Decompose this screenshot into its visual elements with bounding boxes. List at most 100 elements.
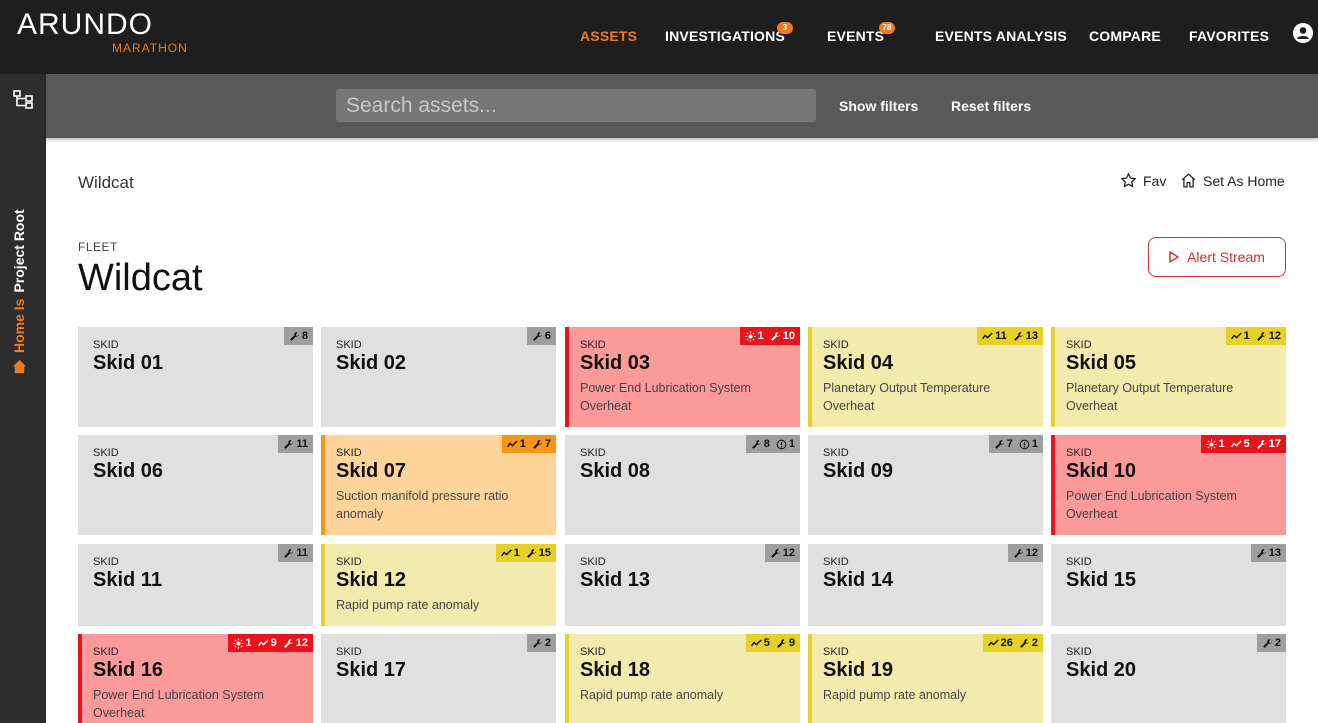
nav-events-analysis-label: EVENTS ANALYSIS xyxy=(935,28,1067,44)
skid-alert-description: Rapid pump rate anomaly xyxy=(823,688,967,702)
sun-icon xyxy=(1205,438,1217,450)
skid-card[interactable]: SKID Skid 09 7 1 xyxy=(808,435,1043,535)
wrench-count-badge: 2 xyxy=(1262,637,1281,649)
skid-card[interactable]: SKID Skid 14 12 xyxy=(808,544,1043,626)
hierarchy-tree-icon[interactable] xyxy=(13,90,34,109)
nav-assets[interactable]: ASSETS xyxy=(580,28,637,46)
search-assets-input[interactable] xyxy=(336,89,816,122)
skid-card[interactable]: SKID Skid 16 Power End Lubrication System … xyxy=(78,634,313,723)
nav-compare[interactable]: COMPARE xyxy=(1089,28,1161,46)
skid-status-badges[interactable]: 11 13 xyxy=(977,327,1043,345)
badge-count: 2 xyxy=(1031,637,1038,649)
skid-card[interactable]: SKID Skid 19 Rapid pump rate anomaly 26 2 xyxy=(808,634,1043,723)
skid-status-badges[interactable]: 1 5 17 xyxy=(1200,435,1286,453)
skid-card[interactable]: SKID Skid 15 13 xyxy=(1051,544,1286,626)
alert-stream-button[interactable]: Alert Stream xyxy=(1148,237,1286,277)
skid-card[interactable]: SKID Skid 01 8 xyxy=(78,327,313,427)
skid-card[interactable]: SKID Skid 13 12 xyxy=(565,544,800,626)
skid-card[interactable]: SKID Skid 05 Planetary Output Temperature … xyxy=(1051,327,1286,427)
badge-count: 13 xyxy=(1025,330,1038,342)
skid-status-badges[interactable]: 12 xyxy=(1007,544,1043,562)
skid-status-badges[interactable]: 1 9 12 xyxy=(227,634,313,652)
skid-status-badges[interactable]: 1 15 xyxy=(495,544,556,562)
trend-count-badge: 1 xyxy=(506,438,526,450)
skid-status-badges[interactable]: 6 xyxy=(526,327,556,345)
skid-card[interactable]: SKID Skid 10 Power End Lubrication System … xyxy=(1051,435,1286,535)
trend-count-badge: 11 xyxy=(982,330,1007,342)
breadcrumb[interactable]: Wildcat xyxy=(78,173,134,192)
home-outline-icon xyxy=(1181,173,1196,188)
skid-name: Skid 19 xyxy=(823,659,894,681)
wrench-count-badge: 13 xyxy=(1013,330,1038,342)
nav-events-label: EVENTS xyxy=(827,28,885,44)
nav-events[interactable]: EVENTS 78 xyxy=(827,22,895,46)
skid-name: Skid 20 xyxy=(1066,659,1137,681)
trend-icon xyxy=(1230,331,1242,339)
skid-card[interactable]: SKID Skid 04 Planetary Output Temperature … xyxy=(808,327,1043,427)
reset-filters-button[interactable]: Reset filters xyxy=(951,98,1032,114)
star-icon xyxy=(1121,173,1136,188)
badge-count: 13 xyxy=(1268,547,1281,559)
nav-investigations[interactable]: INVESTIGATIONS 3 xyxy=(665,22,793,46)
skid-card[interactable]: SKID Skid 08 8 1 xyxy=(565,435,800,535)
skid-card[interactable]: SKID Skid 02 6 xyxy=(321,327,556,427)
page-title: Wildcat xyxy=(78,257,203,299)
user-account-icon[interactable] xyxy=(1293,23,1313,43)
skid-status-badges[interactable]: 2 xyxy=(526,634,556,652)
nav-assets-label: ASSETS xyxy=(580,28,638,44)
info-icon xyxy=(776,439,787,449)
nav-events-analysis[interactable]: EVENTS ANALYSIS xyxy=(935,28,1067,46)
wrench-icon xyxy=(284,439,294,449)
skid-status-badges[interactable]: 1 10 xyxy=(739,327,800,345)
nav-favorites[interactable]: FAVORITES xyxy=(1189,28,1269,46)
skid-card[interactable]: SKID Skid 18 Rapid pump rate anomaly 5 9 xyxy=(565,634,800,723)
set-as-home-button[interactable]: Set As Home xyxy=(1180,172,1285,189)
skid-status-badges[interactable]: 13 xyxy=(1250,544,1286,562)
trend-count-badge: 5 xyxy=(750,637,770,649)
skid-status-badges[interactable]: 11 xyxy=(278,544,313,562)
asset-grid: SKID Skid 01 8 SKID Skid 02 6 SKID Skid 03 Power… xyxy=(78,327,1286,723)
alert-stream-label: Alert Stream xyxy=(1187,249,1265,265)
logo[interactable]: ARUNDO MARATHON xyxy=(17,10,187,56)
skid-card[interactable]: SKID Skid 20 2 xyxy=(1051,634,1286,723)
skid-card[interactable]: SKID Skid 06 11 xyxy=(78,435,313,535)
skid-status-badges[interactable]: 26 2 xyxy=(982,634,1043,652)
wrench-icon xyxy=(533,439,542,449)
trend-count-badge: 26 xyxy=(987,637,1013,649)
set-as-home-label: Set As Home xyxy=(1203,172,1285,189)
home-root-indicator[interactable]: Home Is Project Root xyxy=(11,209,27,374)
skid-status-badges[interactable]: 12 xyxy=(764,544,800,562)
wrench-count-badge: 10 xyxy=(770,330,795,342)
trend-icon xyxy=(506,439,518,447)
wrench-count-badge: 2 xyxy=(1019,637,1038,649)
skid-status-badges[interactable]: 11 xyxy=(278,435,313,453)
badge-count: 1 xyxy=(788,438,795,450)
skid-status-badges[interactable]: 8 xyxy=(283,327,313,345)
skid-type-label: SKID xyxy=(1066,556,1092,568)
skid-type-label: SKID xyxy=(1066,447,1092,459)
skid-name: Skid 04 xyxy=(823,352,894,374)
skid-type-label: SKID xyxy=(1066,339,1092,351)
badge-count: 7 xyxy=(544,438,551,450)
fav-button[interactable]: Fav xyxy=(1120,172,1166,189)
skid-card[interactable]: SKID Skid 17 2 xyxy=(321,634,556,723)
skid-type-label: SKID xyxy=(93,339,119,351)
show-filters-button[interactable]: Show filters xyxy=(839,98,919,114)
left-sidebar: Home Is Project Root xyxy=(0,74,46,723)
badge-count: 12 xyxy=(295,637,308,649)
skid-status-badges[interactable]: 1 12 xyxy=(1225,327,1286,345)
skid-card[interactable]: SKID Skid 03 Power End Lubrication System … xyxy=(565,327,800,427)
skid-alert-description: Power End Lubrication System Overheat xyxy=(93,688,264,720)
skid-card[interactable]: SKID Skid 11 11 xyxy=(78,544,313,626)
skid-type-label: SKID xyxy=(93,646,119,658)
trend-icon xyxy=(257,638,269,646)
skid-alert-description: Power End Lubrication System Overheat xyxy=(580,381,751,413)
skid-card[interactable]: SKID Skid 07 Suction manifold pressure rat… xyxy=(321,435,556,535)
skid-status-badges[interactable]: 2 xyxy=(1256,634,1286,652)
skid-card[interactable]: SKID Skid 12 Rapid pump rate anomaly 1 15 xyxy=(321,544,556,626)
top-navigation-bar: ARUNDO MARATHON ASSETS INVESTIGATIONS 3 … xyxy=(0,0,1318,74)
